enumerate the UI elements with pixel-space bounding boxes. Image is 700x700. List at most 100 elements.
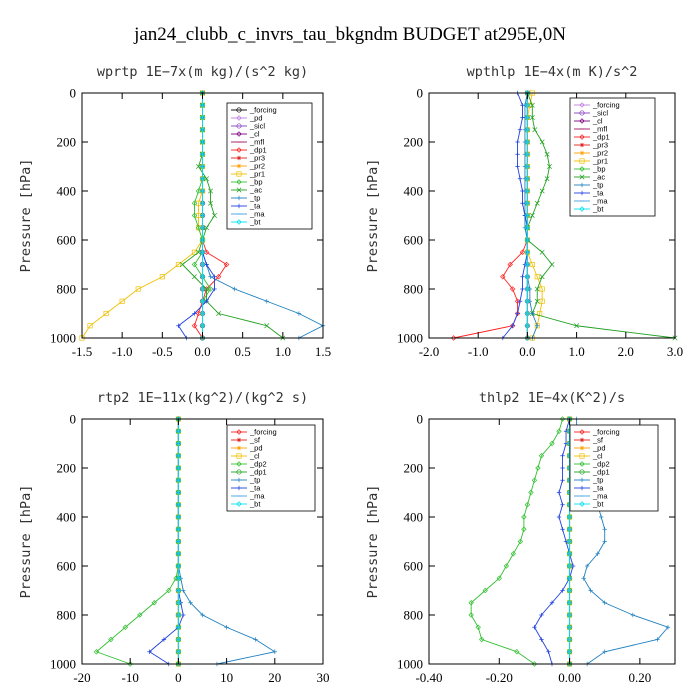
y-tick-label: 800	[57, 608, 77, 623]
series-line	[193, 93, 228, 339]
data-point	[539, 637, 544, 642]
legend-marker	[236, 123, 242, 129]
data-point	[524, 102, 531, 108]
legend-marker	[236, 219, 242, 225]
data-point	[514, 298, 521, 304]
data-point	[93, 649, 100, 655]
data-point	[203, 249, 210, 255]
data-point	[296, 311, 302, 316]
x-tick-label: 0.0	[194, 344, 210, 359]
legend: _forcing_sf_pd_cl_dp2_dp1_tp_ta_ma_bt	[226, 424, 316, 512]
x-tick-label: -1.0	[112, 344, 133, 359]
data-point	[208, 200, 213, 206]
legend-marker	[579, 142, 585, 148]
data-point	[127, 661, 133, 667]
x-tick-label: 1.5	[315, 344, 331, 359]
y-tick-label: 200	[404, 461, 424, 476]
data-point	[524, 310, 531, 317]
data-point	[520, 188, 525, 194]
data-point	[517, 538, 524, 545]
legend-label: _pd	[249, 114, 263, 123]
x-tick-label: 30	[317, 670, 330, 685]
legend-marker	[236, 203, 242, 209]
series-bt	[566, 416, 573, 667]
data-point	[199, 225, 206, 231]
data-point	[560, 478, 565, 483]
data-point	[524, 114, 531, 121]
legend-label: _dp1	[249, 468, 267, 477]
data-point	[528, 489, 534, 496]
data-point	[539, 612, 544, 618]
data-point	[175, 538, 182, 545]
legend-marker	[579, 469, 585, 475]
data-point	[559, 416, 566, 422]
data-point	[264, 299, 269, 304]
data-point	[450, 335, 457, 341]
legend-label: _dp1	[592, 133, 610, 142]
data-point	[204, 225, 209, 231]
data-point	[175, 428, 182, 434]
legend-label: _cl	[249, 452, 260, 461]
figure-title: jan24_clubb_c_invrs_tau_bkgndm BUDGET at…	[133, 24, 566, 45]
y-tick-label: 800	[57, 282, 77, 297]
data-point	[595, 551, 600, 556]
y-tick-label: 800	[404, 608, 424, 623]
data-point	[566, 563, 573, 569]
data-point	[534, 298, 540, 304]
legend-marker	[236, 115, 242, 121]
data-point	[531, 477, 538, 483]
data-point	[175, 551, 182, 557]
legend-label: _pr1	[249, 170, 265, 179]
data-point	[529, 213, 535, 218]
data-point	[175, 477, 182, 483]
data-point	[524, 212, 531, 219]
y-axis-label: Pressure [hPa]	[365, 485, 381, 599]
legend: _forcing_sicl_cl_mfl_dp1_pr3_pr2_pr1_bp_…	[569, 97, 656, 217]
data-point	[560, 453, 565, 458]
data-point	[524, 249, 531, 255]
y-axis-label: Pressure [hPa]	[365, 159, 381, 273]
data-point	[581, 576, 586, 581]
data-point	[199, 188, 206, 194]
data-point	[175, 636, 182, 643]
data-point	[566, 575, 573, 581]
x-tick-label: -2.0	[419, 344, 440, 359]
data-point	[188, 600, 193, 605]
legend-label: _ta	[592, 189, 604, 198]
data-point	[584, 563, 590, 569]
data-point	[524, 139, 531, 145]
data-point	[655, 637, 660, 642]
x-tick-label: -1.5	[72, 344, 93, 359]
data-point	[549, 600, 555, 605]
data-point	[195, 188, 202, 194]
legend-label: _ta	[249, 202, 261, 211]
data-point	[530, 311, 535, 316]
legend-marker	[236, 437, 242, 443]
y-tick-label: 400	[57, 510, 77, 525]
data-point	[566, 514, 573, 520]
data-point	[199, 114, 206, 121]
legend-label: _mfl	[592, 125, 608, 134]
data-point	[510, 323, 515, 328]
data-point	[532, 127, 538, 133]
data-point	[199, 163, 206, 170]
data-point	[524, 127, 531, 133]
legend-marker	[236, 147, 242, 153]
y-tick-label: 0	[417, 412, 424, 427]
data-point	[199, 261, 206, 268]
data-point	[538, 453, 545, 459]
data-point	[204, 176, 209, 182]
data-point	[199, 298, 206, 304]
data-point	[520, 274, 525, 279]
data-point	[514, 649, 520, 655]
legend-label: _pr3	[592, 141, 608, 150]
data-point	[175, 587, 182, 594]
legend-label: _bt	[249, 500, 261, 509]
data-point	[539, 139, 545, 145]
data-point	[500, 274, 506, 280]
legend-label: _ma	[592, 197, 608, 206]
data-point	[602, 527, 607, 532]
data-point	[191, 323, 198, 329]
legend: _forcing_pd_sicl_cl_mfl_dp1_pr3_pr2_pr1_…	[226, 102, 313, 230]
data-point	[212, 274, 217, 279]
